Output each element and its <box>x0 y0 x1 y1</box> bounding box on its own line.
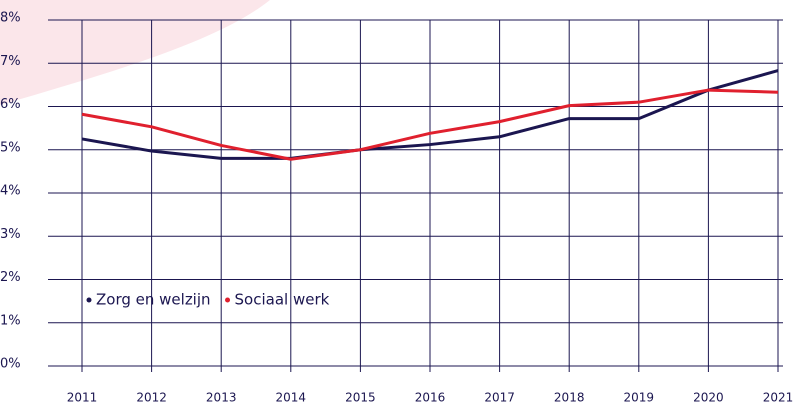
y-tick-label: 6% <box>0 97 21 112</box>
legend: Zorg en welzijn Sociaal werk <box>87 291 330 309</box>
y-tick-label: 0% <box>0 357 21 372</box>
legend-marker <box>87 298 92 303</box>
x-tick-label: 2012 <box>136 391 167 405</box>
y-tick-label: 3% <box>0 227 21 242</box>
y-tick-label: 8% <box>0 11 21 26</box>
x-tick-label: 2015 <box>345 391 376 405</box>
x-tick-label: 2017 <box>484 391 515 405</box>
chart: Zorg en welzijn Sociaal werk 0% 1% 2% 3% 4% 5%… <box>0 0 796 406</box>
x-tick-label: 2020 <box>693 391 724 405</box>
x-tick-label: 2014 <box>276 391 307 405</box>
page: {"chart_data": { "type": "line", "catego… <box>0 0 796 406</box>
y-tick-label: 2% <box>0 270 21 285</box>
decor-shape <box>0 0 270 105</box>
y-tick-label: 1% <box>0 313 21 328</box>
y-tick-label: 5% <box>0 140 21 155</box>
x-tick-label: 2018 <box>554 391 585 405</box>
legend-label: Zorg en welzijn <box>96 291 211 309</box>
y-tick-label: 4% <box>0 184 21 199</box>
legend-marker <box>225 298 230 303</box>
x-tick-label: 2013 <box>206 391 237 405</box>
x-tick-label: 2021 <box>763 391 794 405</box>
x-tick-label: 2011 <box>67 391 98 405</box>
x-tick-label: 2019 <box>624 391 655 405</box>
y-tick-label: 7% <box>0 54 21 69</box>
legend-label: Sociaal werk <box>235 291 330 309</box>
grid <box>48 20 783 372</box>
x-tick-label: 2016 <box>415 391 446 405</box>
